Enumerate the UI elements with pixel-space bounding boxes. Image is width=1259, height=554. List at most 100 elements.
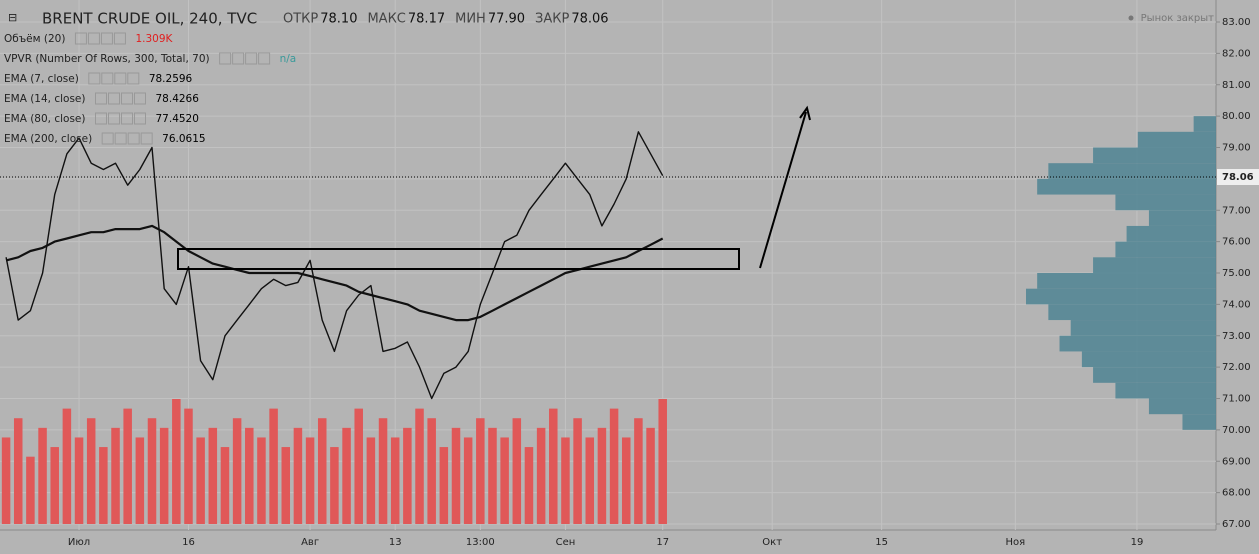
y-tick-label: 77.00 xyxy=(1222,205,1251,216)
profile-bar xyxy=(1026,288,1216,305)
volume-bar xyxy=(196,437,205,524)
indicator-button[interactable] xyxy=(134,92,146,105)
profile-bar xyxy=(1115,382,1216,399)
profile-bar xyxy=(1182,414,1216,430)
x-tick-label: Ноя xyxy=(1006,537,1026,548)
y-tick-label: 81.00 xyxy=(1222,80,1251,91)
menu-icon[interactable]: ⊟ xyxy=(8,11,17,24)
status-dot xyxy=(1128,15,1134,21)
indicator-button[interactable] xyxy=(113,32,126,45)
profile-bar xyxy=(1048,163,1216,179)
indicator-name: EMA (200, close) xyxy=(4,133,92,145)
ohlc-label: ОТКР xyxy=(283,12,318,27)
profile-bar xyxy=(1148,210,1216,226)
volume-bar xyxy=(463,437,473,524)
indicator-button[interactable] xyxy=(140,132,153,145)
last-price-box xyxy=(1217,168,1259,185)
volume-bar xyxy=(476,418,485,524)
profile-bar xyxy=(1059,335,1216,352)
indicator-button[interactable] xyxy=(95,92,107,105)
volume-bar xyxy=(524,447,534,524)
volume-bar xyxy=(269,408,278,524)
ohlc-value: 78.06 xyxy=(571,12,608,27)
volume-bar xyxy=(366,437,376,524)
zone-rectangle xyxy=(177,248,740,270)
x-tick-label: 15 xyxy=(875,537,888,548)
x-tick-label: 19 xyxy=(1131,537,1144,548)
indicator-button[interactable] xyxy=(101,132,114,145)
volume-bar xyxy=(427,418,436,524)
indicator-button[interactable] xyxy=(100,32,113,45)
indicator-button[interactable] xyxy=(108,112,120,125)
indicator-name: Объём (20) xyxy=(4,33,65,45)
volume-bar xyxy=(597,427,607,524)
volume-bar xyxy=(111,427,120,524)
indicator-button[interactable] xyxy=(101,72,114,85)
y-tick-label: 82.00 xyxy=(1222,48,1251,59)
volume-bar xyxy=(330,447,339,524)
indicator-button[interactable] xyxy=(232,52,245,65)
volume-bar xyxy=(634,418,643,524)
price-line xyxy=(5,131,664,400)
profile-bar xyxy=(1048,304,1216,321)
volume-bar xyxy=(293,427,303,524)
volume-bar xyxy=(62,408,72,524)
profile-bar xyxy=(1093,147,1216,164)
indicator-name: VPVR (Number Of Rows, 300, Total, 70) xyxy=(4,53,210,65)
ohlc-value: 78.10 xyxy=(320,12,357,27)
indicator-value: 77.4520 xyxy=(156,113,199,125)
indicator-button[interactable] xyxy=(121,112,133,125)
y-tick-label: 71.00 xyxy=(1222,394,1251,405)
volume-bar xyxy=(159,427,169,524)
ohlc-label: ЗАКР xyxy=(535,12,569,27)
volume-bar xyxy=(317,418,327,524)
profile-bar xyxy=(1193,116,1216,132)
indicator-button[interactable] xyxy=(127,132,140,145)
volume-bar xyxy=(512,418,522,524)
volume-bar xyxy=(135,437,145,524)
volume-bar xyxy=(184,408,193,524)
last-price-label: 78.06 xyxy=(1222,172,1254,183)
indicator-button[interactable] xyxy=(127,72,140,85)
volume-bar xyxy=(147,418,157,524)
price-axis xyxy=(1216,0,1259,554)
indicator-button[interactable] xyxy=(114,72,127,85)
volume-bar xyxy=(257,437,266,524)
y-tick-label: 73.00 xyxy=(1222,331,1251,342)
x-tick-label: 13:00 xyxy=(466,537,495,548)
indicator-value: 1.309K xyxy=(135,33,173,45)
indicator-button[interactable] xyxy=(88,72,101,85)
chart-title: BRENT CRUDE OIL, 240, TVC xyxy=(42,10,257,28)
indicator-button[interactable] xyxy=(108,92,120,105)
profile-bar xyxy=(1126,225,1216,242)
volume-bar xyxy=(74,437,84,524)
volume-bar xyxy=(86,418,96,524)
x-tick-label: 16 xyxy=(182,537,195,548)
volume-bar xyxy=(488,427,497,524)
indicator-value: 78.4266 xyxy=(156,93,200,105)
profile-bar xyxy=(1070,320,1216,336)
indicator-button[interactable] xyxy=(134,112,146,125)
y-tick-label: 75.00 xyxy=(1222,268,1251,279)
indicator-button[interactable] xyxy=(87,32,100,45)
volume-bar xyxy=(439,447,449,524)
indicator-button[interactable] xyxy=(114,132,127,145)
volume-bar xyxy=(378,418,388,524)
volume-bar xyxy=(99,447,108,524)
indicator-button[interactable] xyxy=(258,52,271,65)
indicator-button[interactable] xyxy=(95,112,107,125)
y-tick-label: 74.00 xyxy=(1222,299,1251,310)
volume-bar xyxy=(245,427,254,524)
indicator-button[interactable] xyxy=(245,52,258,65)
indicator-button[interactable] xyxy=(74,32,87,45)
volume-bar xyxy=(621,437,631,524)
y-tick-label: 72.00 xyxy=(1222,362,1251,373)
y-tick-label: 68.00 xyxy=(1222,488,1251,499)
indicator-button[interactable] xyxy=(219,52,232,65)
indicator-button[interactable] xyxy=(121,92,133,105)
market-status: Рынок закрыт xyxy=(1141,13,1215,24)
volume-bar xyxy=(658,399,667,524)
profile-bar xyxy=(1093,367,1216,383)
indicator-value: 76.0615 xyxy=(162,133,205,145)
